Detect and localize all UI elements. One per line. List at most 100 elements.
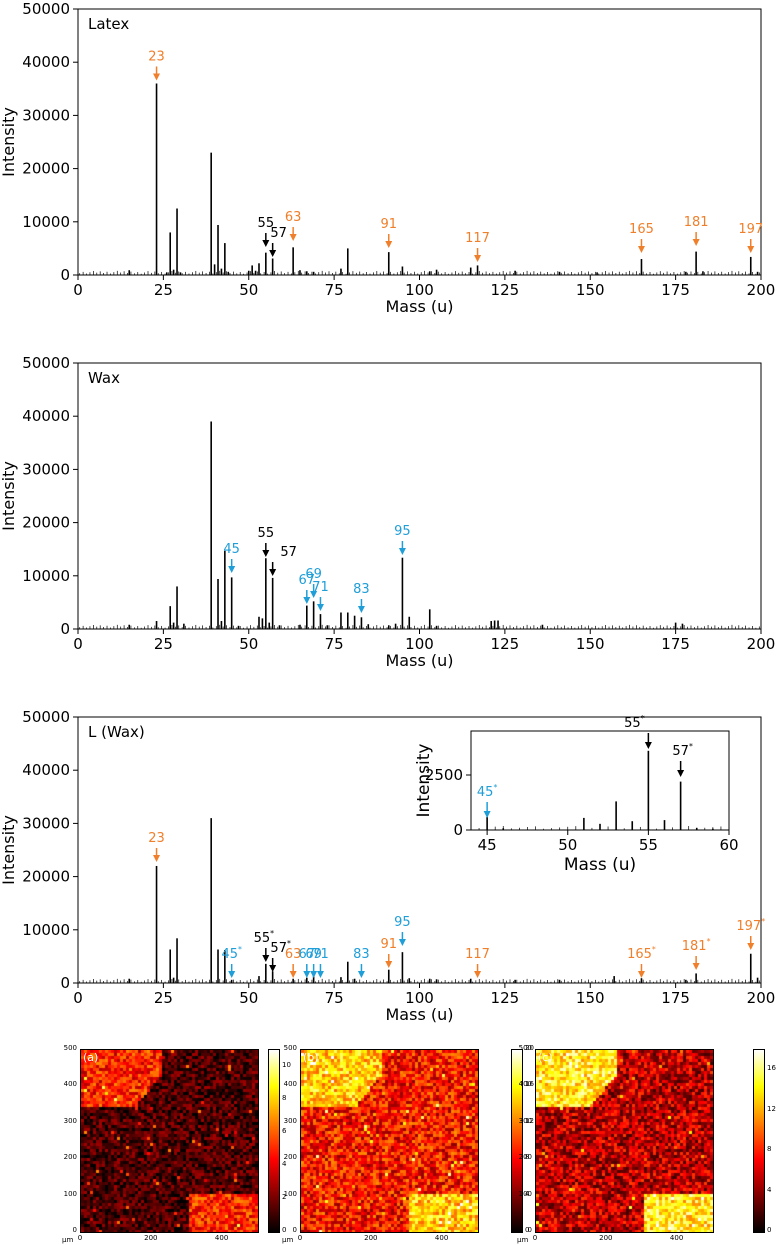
spectrum2-xtick-label: 150: [576, 635, 605, 653]
heatmap-image: [535, 1049, 714, 1233]
heatmap-xtick-label: 400: [434, 1234, 449, 1242]
spectrum3-xtick-label: 75: [325, 989, 344, 1007]
spectrum3-peak-label-63: 63: [285, 947, 302, 962]
spectrum3-arrow-head: [747, 943, 755, 950]
spectrum3-arrow-head: [228, 971, 236, 978]
heatmap-ytick-label: 300: [283, 1116, 297, 1125]
colorbar-tick-label: 4: [767, 1185, 772, 1194]
spectrum2-ylabel: Intensity: [0, 461, 18, 531]
colorbar-tick-label: 0: [525, 1226, 530, 1234]
spectrum3-peak-label-mark: *: [238, 945, 242, 954]
spectrum1-xlabel: Mass (u): [386, 297, 454, 316]
colorbar-tick-label: 20: [525, 1044, 534, 1052]
inset-xtick-label: 60: [719, 836, 738, 854]
spectrum3-ytick-label: 0: [60, 974, 70, 992]
inset-arrow-head: [483, 811, 491, 818]
spectrum3-ytick-label: 30000: [22, 814, 70, 832]
spectrum3-peak-label-91: 91: [380, 937, 397, 952]
spectrum3-xtick-label: 150: [576, 989, 605, 1007]
spectrum3-arrow-head: [316, 971, 324, 978]
heatmap-ytick-label: 100: [283, 1189, 297, 1198]
colorbar-tick-label: 8: [525, 1153, 530, 1162]
spectrum1-peak-label-57: 57: [270, 226, 287, 241]
spectrum1-ytick-label: 40000: [22, 53, 70, 71]
spectrum2-ytick-label: 50000: [22, 354, 70, 372]
spectrum3-baseline-noise: [79, 978, 760, 983]
heatmap-xtick-label: 0: [532, 1234, 538, 1242]
spectrum2-xlabel: Mass (u): [386, 651, 454, 670]
heatmap-xtick-label: 200: [599, 1234, 613, 1242]
spectrum1-ytick-label: 30000: [22, 106, 70, 124]
spectrum3-arrow-head: [692, 963, 700, 970]
spectrum1-peak-label-181: 181: [684, 215, 709, 230]
spectrum2-xtick-label: 200: [747, 635, 776, 653]
spectrum3-panel-title: L (Wax): [88, 723, 145, 741]
spectrum3-ytick-label: 50000: [22, 708, 70, 726]
spectrum2-peak-label-69: 69: [305, 567, 322, 582]
heatmap-ytick-label: 200: [63, 1153, 77, 1162]
colorbar-tick-label: 8: [282, 1093, 287, 1102]
spectrum2-ytick-label: 20000: [22, 514, 70, 532]
spectrum2-peak-label-57: 57: [280, 545, 297, 560]
heatmap-ytick-label: 400: [518, 1080, 532, 1089]
spectrum3-xtick-label: 125: [491, 989, 520, 1007]
spectrum1-xtick-label: 125: [491, 281, 520, 299]
spectrum3-peak-label-117: 117: [465, 947, 490, 962]
inset-xtick-label: 50: [558, 836, 577, 854]
spectrum3-peak-label-mark: *: [761, 917, 765, 926]
spectrum3-arrow-head: [357, 971, 365, 978]
inset-xtick-label: 45: [478, 836, 497, 854]
spectrum3-xtick-label: 25: [154, 989, 173, 1007]
spectrum1-arrow-head: [692, 239, 700, 246]
spectrum1-peak-label-165: 165: [629, 222, 654, 237]
spectrum3-ylabel: Intensity: [0, 815, 18, 885]
heatmap-xtick-label: 400: [669, 1234, 684, 1242]
spectrum2-panel-title: Wax: [88, 369, 120, 387]
spectrum2-peak-label-95: 95: [394, 524, 411, 539]
spectrum3-peak-label-mark: *: [652, 945, 656, 954]
heatmap-ytick-label: 200: [518, 1153, 532, 1162]
colorbar-tick-label: 4: [282, 1159, 287, 1168]
spectrum2-xtick-label: 0: [73, 635, 83, 653]
inset-arrow-head: [644, 742, 652, 749]
spectrum2-ytick-label: 10000: [22, 567, 70, 585]
spectrum3-peak-label-181: 181*: [682, 937, 711, 954]
inset-ytick-label: 2500: [425, 766, 463, 784]
spectrum3-peak-label-71: 71: [312, 947, 329, 962]
inset-peak-label-mark: *: [641, 714, 645, 723]
spectrum1-frame: [77, 8, 762, 276]
heatmap-ytick-label: 0: [527, 1226, 532, 1234]
spectrum1-xtick-label: 0: [73, 281, 83, 299]
heatmap-xtick-label: 0: [77, 1234, 83, 1242]
heatmap-colorbar: [511, 1049, 523, 1233]
spectrum1-xtick-label: 175: [661, 281, 690, 299]
inset-xtick-label: 55: [639, 836, 658, 854]
inset-ylabel: Intensity: [414, 744, 434, 818]
spectrum3-peak-label-45: 45*: [221, 945, 242, 962]
heatmap-xtick-label: 200: [144, 1234, 158, 1242]
heatmap-unit-label: µm: [517, 1236, 529, 1244]
heatmap-unit-label: µm: [62, 1236, 74, 1244]
spectrum3-peak-label-57: 57*: [270, 939, 291, 956]
colorbar-tick-label: 10: [282, 1060, 291, 1069]
spectrum2-frame: [77, 362, 762, 630]
spectrum1-peak-label-63: 63: [285, 210, 302, 225]
spectrum2-arrow-head: [357, 606, 365, 613]
spectrum3-arrow-head: [385, 961, 393, 968]
colorbar-tick-label: 4: [525, 1189, 530, 1198]
spectrum3-peak-label-mark: *: [287, 939, 291, 948]
spectrum2-arrow-head: [310, 591, 318, 598]
colorbar-tick-label: 12: [767, 1104, 776, 1113]
spectrum1-xtick-label: 50: [239, 281, 258, 299]
spectrum3-peak-label-165: 165*: [627, 945, 656, 962]
heatmap-ytick-label: 500: [283, 1044, 297, 1052]
spectrum1-ytick-label: 0: [60, 266, 70, 284]
spectrum3-arrow-head: [303, 971, 311, 978]
spectrum2-baseline-noise: [79, 624, 760, 629]
spectrum1-xtick-label: 150: [576, 281, 605, 299]
heatmap-xtick-label: 0: [297, 1234, 303, 1242]
spectrum3-arrow-head: [474, 971, 482, 978]
spectrum3-ytick-label: 10000: [22, 921, 70, 939]
spectrum3-xlabel: Mass (u): [386, 1005, 454, 1024]
spectrum2-ytick-label: 30000: [22, 460, 70, 478]
